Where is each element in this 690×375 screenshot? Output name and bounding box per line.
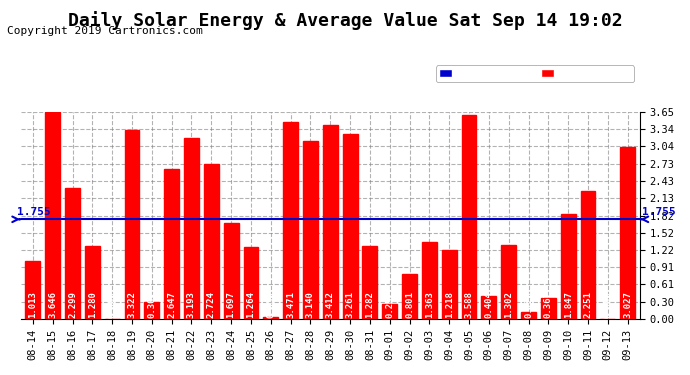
Text: 1.847: 1.847 — [564, 292, 573, 318]
Bar — [402, 273, 417, 319]
Bar — [422, 242, 437, 319]
Bar — [264, 317, 278, 319]
Bar — [85, 246, 100, 319]
Text: 0.000: 0.000 — [603, 292, 612, 318]
Bar — [442, 250, 457, 319]
Text: 2.251: 2.251 — [584, 292, 593, 318]
Text: Copyright 2019 Cartronics.com: Copyright 2019 Cartronics.com — [7, 26, 203, 36]
Text: 0.367: 0.367 — [544, 292, 553, 318]
Bar — [184, 138, 199, 319]
Text: 0.128: 0.128 — [524, 292, 533, 318]
Bar — [164, 169, 179, 319]
Text: 3.261: 3.261 — [346, 292, 355, 318]
Text: 2.724: 2.724 — [207, 292, 216, 318]
Text: 0.301: 0.301 — [148, 292, 157, 318]
Bar — [382, 304, 397, 319]
Text: 3.471: 3.471 — [286, 292, 295, 318]
Bar — [244, 247, 258, 319]
Bar — [462, 115, 477, 319]
Bar — [303, 141, 318, 319]
Text: 1.280: 1.280 — [88, 292, 97, 318]
Bar — [362, 246, 377, 319]
Text: 3.193: 3.193 — [187, 292, 196, 318]
Bar — [482, 296, 496, 319]
Bar — [65, 188, 80, 319]
Bar — [521, 312, 536, 319]
Text: 0.030: 0.030 — [266, 292, 275, 318]
Bar — [26, 261, 40, 319]
Text: 3.140: 3.140 — [306, 292, 315, 318]
Text: 1.218: 1.218 — [445, 292, 454, 318]
Text: 0.801: 0.801 — [405, 292, 414, 318]
Bar — [343, 134, 357, 319]
Text: 1.282: 1.282 — [366, 292, 375, 318]
Text: Daily Solar Energy & Average Value Sat Sep 14 19:02: Daily Solar Energy & Average Value Sat S… — [68, 11, 622, 30]
Text: 1.264: 1.264 — [246, 292, 255, 318]
Bar — [224, 223, 239, 319]
Bar — [580, 191, 595, 319]
Text: 0.000: 0.000 — [108, 292, 117, 318]
Bar — [501, 245, 516, 319]
Bar — [323, 125, 337, 319]
Text: 0.404: 0.404 — [484, 292, 493, 318]
Bar — [561, 214, 575, 319]
Text: 3.322: 3.322 — [128, 292, 137, 318]
Text: 3.588: 3.588 — [464, 292, 473, 318]
Text: 1.013: 1.013 — [28, 292, 37, 318]
Bar — [620, 147, 635, 319]
Legend: Average ($), Daily  ($): Average ($), Daily ($) — [435, 65, 634, 82]
Bar — [541, 298, 555, 319]
Bar — [144, 302, 159, 319]
Text: 1.755: 1.755 — [642, 207, 676, 217]
Text: 3.412: 3.412 — [326, 292, 335, 318]
Text: 1.363: 1.363 — [425, 292, 434, 318]
Bar — [46, 112, 60, 319]
Text: 3.027: 3.027 — [623, 292, 632, 318]
Text: 0.257: 0.257 — [385, 292, 394, 318]
Text: 1.302: 1.302 — [504, 292, 513, 318]
Text: 3.646: 3.646 — [48, 292, 57, 318]
Text: 2.299: 2.299 — [68, 292, 77, 318]
Bar — [125, 130, 139, 319]
Text: 1.697: 1.697 — [226, 292, 235, 318]
Text: 2.647: 2.647 — [167, 292, 176, 318]
Text: 1.755: 1.755 — [17, 207, 51, 217]
Bar — [204, 164, 219, 319]
Bar — [283, 122, 298, 319]
